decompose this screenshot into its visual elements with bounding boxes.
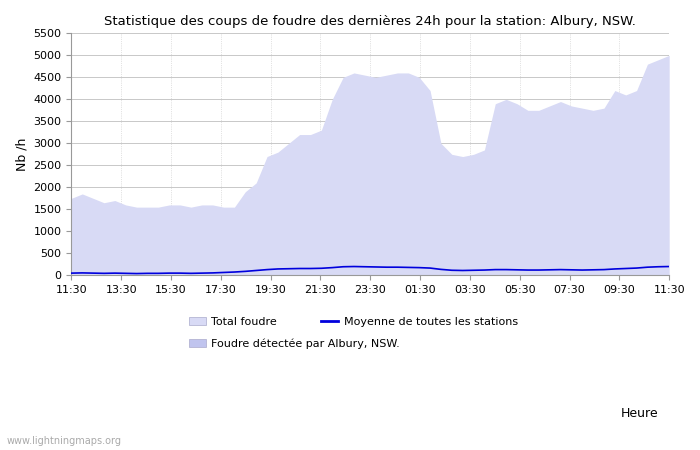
Text: Heure: Heure [620,407,658,420]
Y-axis label: Nb /h: Nb /h [15,138,28,171]
Text: www.lightningmaps.org: www.lightningmaps.org [7,436,122,446]
Title: Statistique des coups de foudre des dernières 24h pour la station: Albury, NSW.: Statistique des coups de foudre des dern… [104,15,636,28]
Legend: Foudre détectée par Albury, NSW.: Foudre détectée par Albury, NSW. [185,334,405,354]
